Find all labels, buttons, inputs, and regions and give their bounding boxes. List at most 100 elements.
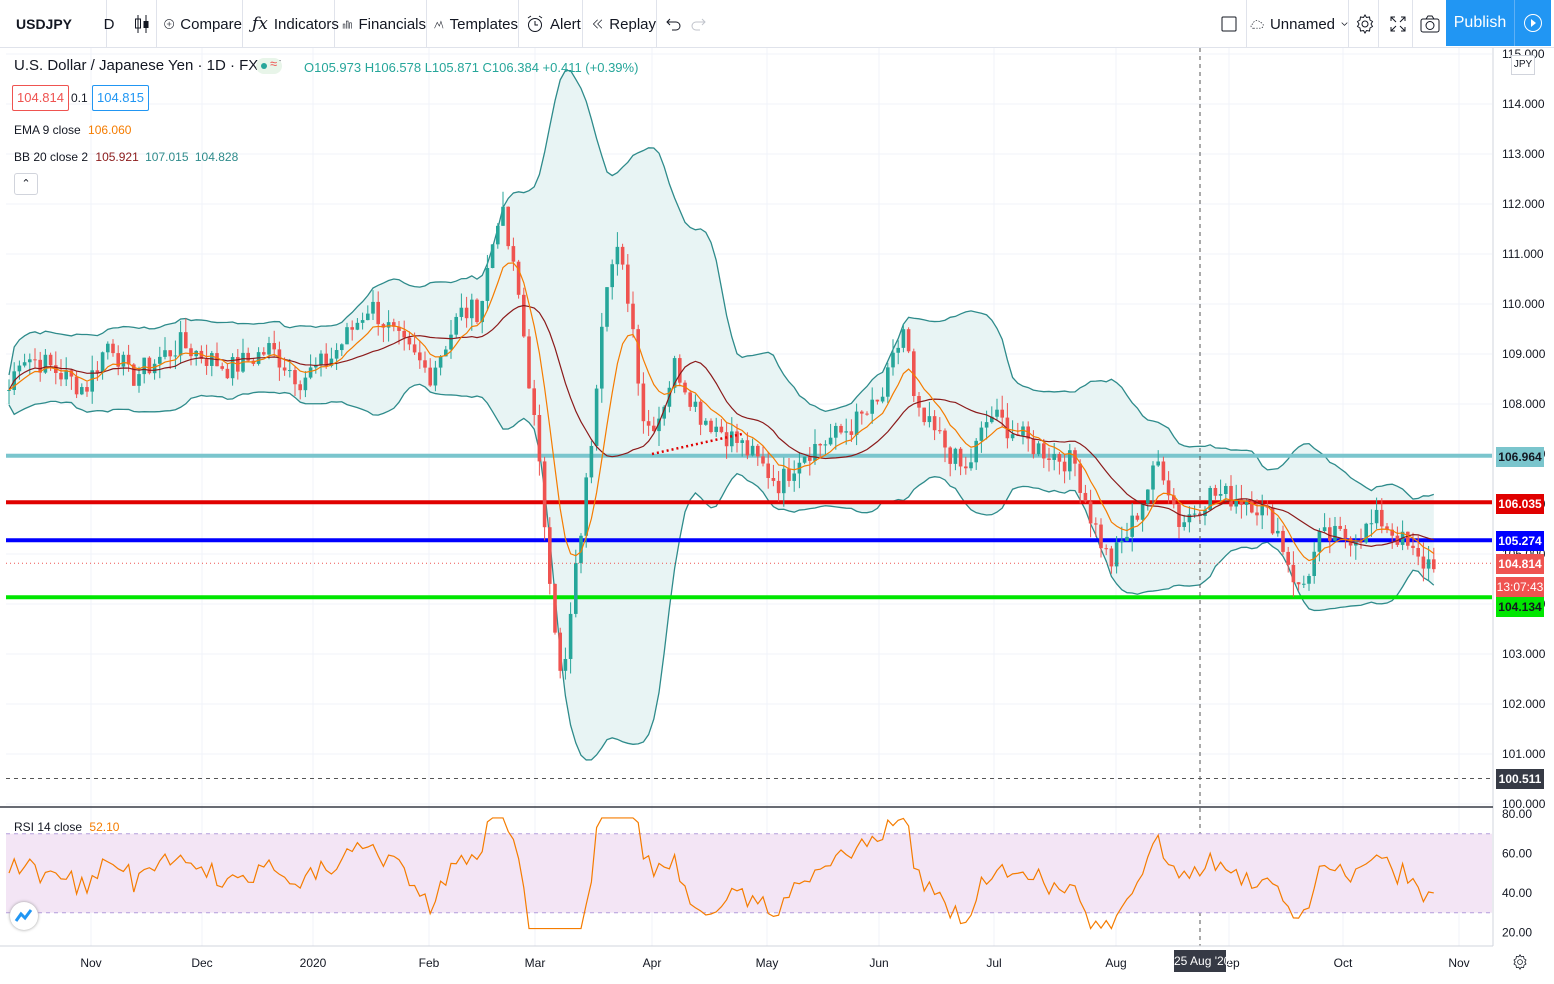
candle-body	[906, 329, 911, 352]
candle-body	[610, 264, 614, 288]
candle-body	[1260, 505, 1264, 516]
alert-button[interactable]: Alert	[526, 0, 583, 48]
candle-body	[761, 456, 765, 464]
candle-body	[1213, 487, 1218, 496]
tradingview-logo[interactable]	[10, 902, 38, 930]
candle-body	[542, 461, 547, 528]
candle-body	[537, 415, 542, 462]
blue-level-tag: 105.274	[1496, 531, 1544, 551]
candle-body	[782, 468, 786, 494]
alarm-clock-icon	[527, 15, 543, 32]
candle-body	[137, 374, 141, 386]
candle-body	[1083, 492, 1088, 502]
rsi-tick-label: 60.00	[1502, 847, 1532, 861]
cloud-icon	[1250, 20, 1264, 29]
undo-button[interactable]	[666, 0, 684, 48]
candle-body	[38, 359, 42, 373]
bb-legend[interactable]: BB 20 close 2 105.921 107.015 104.828	[14, 150, 238, 164]
candle-body	[1255, 512, 1259, 516]
fullscreen-button[interactable]	[1384, 0, 1413, 48]
market-open-icon: ≈	[256, 56, 282, 74]
time-axis-label: Nov	[80, 956, 101, 970]
candle-body	[1031, 438, 1036, 455]
rsi-tick-label: 40.00	[1502, 886, 1532, 900]
candle-body	[1182, 522, 1186, 527]
rewind-icon	[592, 19, 603, 29]
candle-body	[1099, 524, 1103, 549]
time-axis-label: Jun	[869, 956, 888, 970]
candle-body	[522, 294, 526, 337]
layout-name-button[interactable]: Unnamed	[1250, 0, 1349, 48]
candle-body	[1333, 525, 1337, 541]
candle-body	[1224, 485, 1228, 494]
financials-button[interactable]: Financials	[342, 0, 427, 48]
time-axis-label: Dec	[191, 956, 212, 970]
candle-body	[1312, 551, 1316, 577]
candle-body	[412, 344, 417, 353]
buy-price-box[interactable]: 104.815	[92, 85, 149, 111]
sell-price-box[interactable]: 104.814	[12, 85, 69, 111]
indicators-button[interactable]: ƒx Indicators	[252, 0, 339, 48]
candle-body	[995, 409, 999, 417]
currency-label[interactable]: JPY	[1511, 55, 1535, 75]
candle-body	[1172, 495, 1176, 505]
chart-type-button[interactable]	[128, 0, 157, 48]
publish-button[interactable]: Publish	[1446, 0, 1514, 46]
multiple-charts-button[interactable]	[1212, 0, 1247, 48]
templates-button[interactable]: Templates	[434, 0, 519, 48]
rsi-tick-label: 20.00	[1502, 926, 1532, 940]
candle-body	[1307, 576, 1311, 584]
candle-body	[678, 358, 682, 383]
candle-body	[1374, 509, 1379, 524]
candle-body	[964, 466, 968, 469]
candle-body	[922, 407, 926, 423]
snapshot-button[interactable]	[1418, 0, 1442, 48]
candle-body	[1317, 530, 1322, 552]
candle-body	[74, 376, 79, 395]
candle-body	[386, 322, 391, 328]
settings-button[interactable]	[1352, 0, 1379, 48]
candle-body	[1073, 450, 1077, 464]
candle-body	[948, 447, 952, 464]
candle-body	[277, 349, 282, 368]
candle-body	[423, 360, 427, 368]
candle-body	[1146, 489, 1150, 504]
symbol-search[interactable]: USDJPY	[0, 0, 107, 48]
candle-body	[1094, 523, 1098, 525]
publish-menu-button[interactable]	[1514, 0, 1551, 46]
candle-body	[1036, 443, 1041, 455]
candle-body	[880, 396, 885, 402]
candle-body	[698, 401, 703, 425]
candle-body	[1021, 426, 1025, 436]
candle-body	[766, 463, 770, 479]
candle-body	[574, 563, 578, 614]
candle-body	[158, 356, 162, 364]
logo-icon	[14, 909, 33, 922]
compare-button[interactable]: Compare	[164, 0, 243, 48]
candle-body	[1322, 527, 1327, 531]
bb-upper-value: 107.015	[145, 150, 189, 164]
chart-canvas[interactable]: 115.000114.000113.000112.000111.000110.0…	[0, 48, 1554, 984]
candle-body	[1156, 461, 1160, 466]
candle-body	[371, 301, 375, 314]
axis-settings-button[interactable]	[1512, 954, 1528, 975]
time-axis-label: 2020	[300, 956, 327, 970]
candle-body	[594, 388, 599, 446]
interval-button[interactable]: D	[98, 0, 120, 48]
chevron-up-icon: ⌃	[21, 178, 31, 190]
spread-value: 0.1	[71, 91, 88, 105]
collapse-legend-button[interactable]: ⌃	[14, 173, 38, 195]
replay-button[interactable]: Replay	[592, 0, 657, 48]
candle-body	[844, 431, 848, 433]
time-axis-label: Mar	[525, 956, 546, 970]
candle-body	[984, 422, 989, 428]
redo-button[interactable]	[690, 0, 708, 48]
rsi-legend[interactable]: RSI 14 close 52.10	[14, 820, 119, 834]
candle-body	[178, 332, 183, 356]
rsi-line	[8, 817, 1434, 930]
candle-body	[563, 658, 568, 671]
candle-body	[298, 384, 302, 391]
candle-body	[142, 357, 146, 375]
ema-legend[interactable]: EMA 9 close 106.060	[14, 123, 131, 137]
candle-body	[662, 406, 666, 419]
